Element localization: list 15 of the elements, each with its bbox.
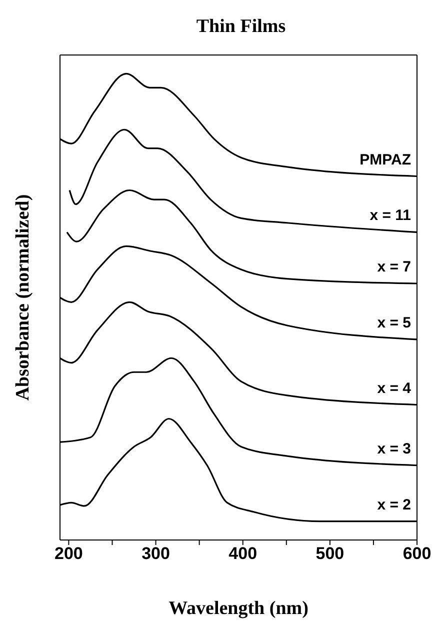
series-label: x = 4 (377, 380, 412, 397)
x-axis-title: Wavelength (nm) (168, 598, 308, 619)
x-tick-label: 300 (142, 544, 170, 564)
x-tick-label: 600 (402, 544, 432, 564)
x-tick-label: 200 (54, 544, 83, 564)
y-axis-title: Absorbance (normalized) (12, 194, 34, 401)
x-tick-label: 400 (228, 544, 258, 564)
series-label: x = 7 (377, 258, 411, 276)
series-label: x = 2 (377, 496, 411, 514)
x-tick-label: 500 (316, 544, 344, 564)
series-label: x = 3 (377, 440, 411, 458)
chart-title: Thin Films (195, 15, 287, 38)
series-label: x = 11 (370, 207, 411, 224)
series-label: x = 5 (377, 314, 411, 332)
series-label: PMPAZ (360, 151, 411, 168)
